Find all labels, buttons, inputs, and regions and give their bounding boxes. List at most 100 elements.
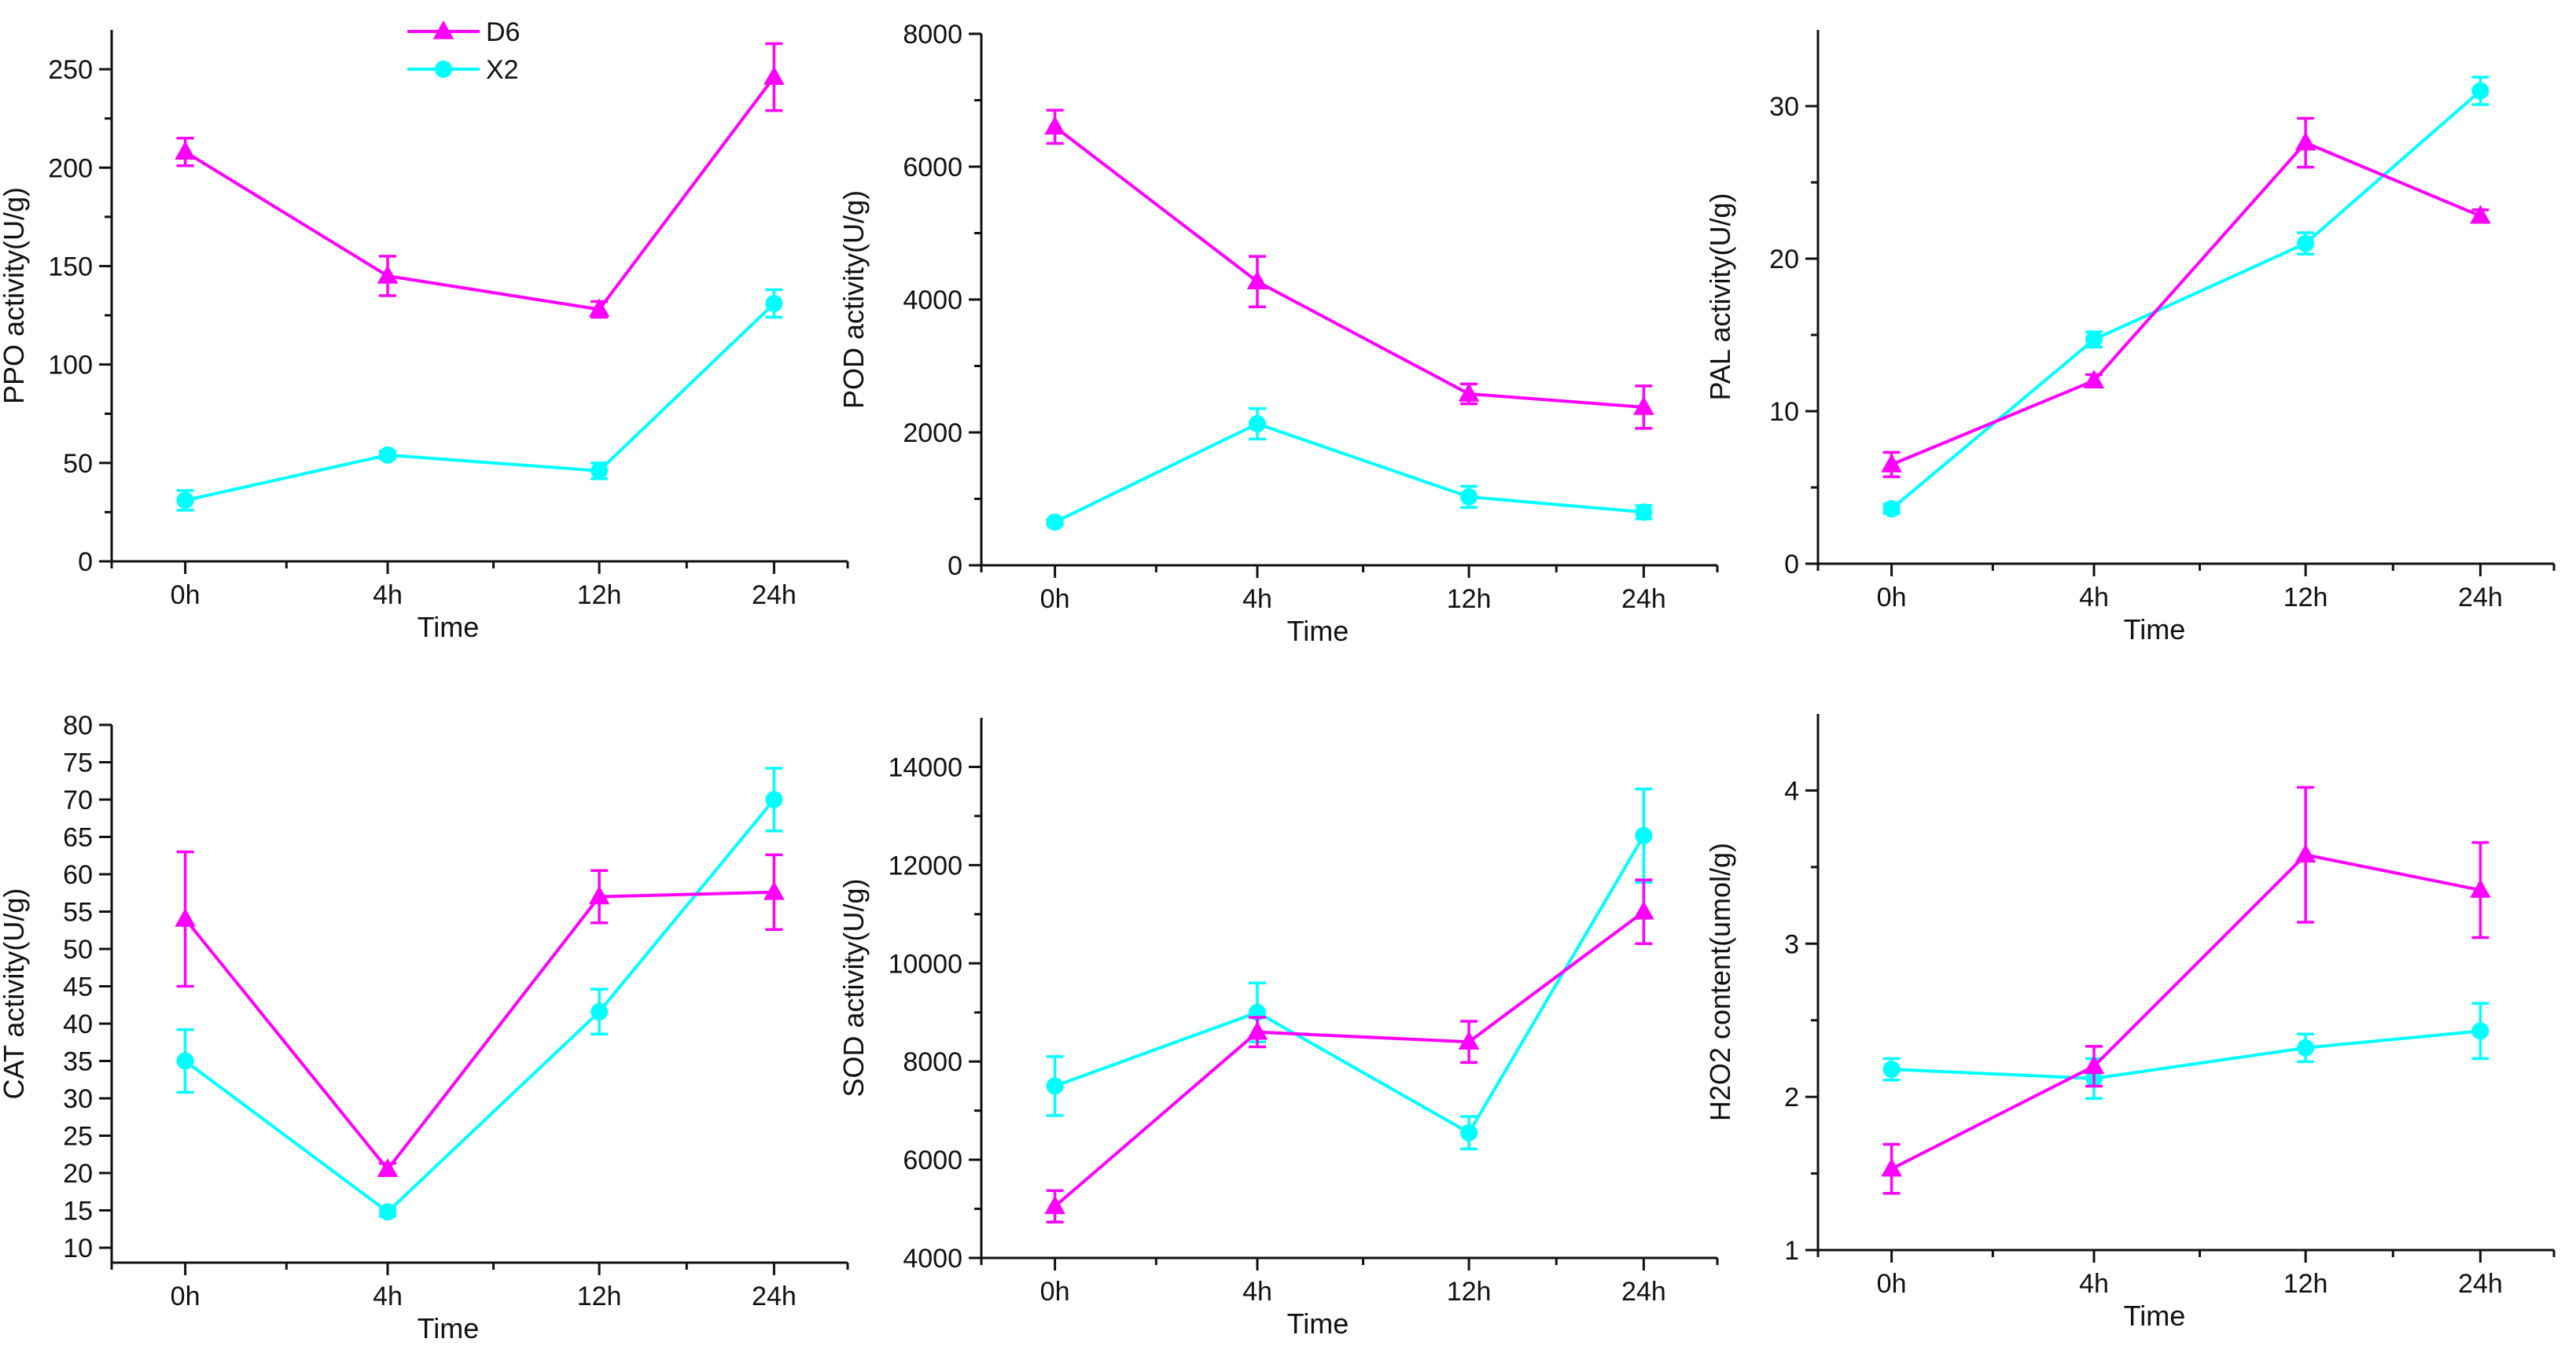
y-tick-label: 2: [1784, 1083, 1799, 1112]
x-tick-label: 12h: [1447, 1277, 1492, 1307]
series-X2: [176, 767, 783, 1221]
series-line-D6: [1890, 853, 2481, 1171]
x-tick-label: 4h: [373, 1282, 403, 1311]
data-point-triangle: [1881, 453, 1902, 473]
y-tick-label: 100: [48, 351, 93, 381]
y-tick-label: 20: [1769, 245, 1799, 274]
x-tick-label: 24h: [752, 1282, 797, 1311]
y-tick-label: 15: [63, 1197, 93, 1226]
data-point-triangle: [1044, 116, 1065, 135]
data-point-circle: [2297, 1039, 2315, 1057]
series-D6: [1044, 108, 1654, 430]
data-point-circle: [2297, 234, 2315, 252]
data-point-triangle: [764, 66, 785, 85]
y-tick-label: 8000: [903, 1047, 962, 1077]
x-axis-title: Time: [1287, 615, 1349, 647]
x-tick-label: 0h: [171, 1282, 201, 1311]
series-line-D6: [1054, 125, 1644, 409]
legend-entry-X2: X2: [407, 55, 519, 85]
x-tick-label: 12h: [2283, 1269, 2328, 1299]
data-point-triangle: [2294, 844, 2317, 863]
legend-label: D6: [486, 17, 520, 47]
y-tick-label: 25: [63, 1122, 93, 1152]
data-point-triangle: [1458, 1031, 1480, 1050]
y-tick-label: 45: [63, 973, 93, 1002]
y-tick-label: 0: [78, 547, 93, 577]
x-tick-label: 12h: [577, 580, 622, 610]
data-point-triangle: [1044, 1195, 1065, 1215]
x-axis-title: Time: [418, 1312, 480, 1344]
x-tick-label: 24h: [2458, 583, 2503, 612]
chart-panel-6: 1 2 3 4 0h 4h 12h 24h Time H2O2 content(umol/g): [1704, 714, 2556, 1332]
x-tick-label: 0h: [171, 580, 201, 610]
data-point-triangle: [2083, 370, 2105, 388]
data-point-triangle: [175, 908, 196, 927]
x-tick-label: 4h: [1242, 584, 1272, 614]
y-tick-label: 20: [63, 1159, 93, 1189]
data-point-circle: [176, 491, 194, 509]
y-tick-label: 12000: [888, 851, 962, 881]
data-point-triangle: [2083, 1055, 2105, 1074]
y-axis-title: CAT activity(U/g): [0, 888, 30, 1100]
x-tick-label: 24h: [752, 580, 797, 610]
x-tick-label: 4h: [2079, 583, 2109, 612]
y-axis-title: PAL activity(U/g): [1704, 193, 1736, 400]
y-tick-label: 10: [1769, 397, 1799, 427]
y-tick-label: 2000: [903, 418, 962, 448]
x-tick-label: 12h: [1447, 584, 1492, 614]
data-point-triangle: [588, 885, 610, 905]
data-point-circle: [379, 446, 396, 464]
y-axis-title: SOD activity(U/g): [837, 878, 870, 1097]
x-axis-title: Time: [2124, 1300, 2186, 1332]
chart-panel-2: 0 2000 4000 6000 8000 0h 4h 12h 24h Time POD activ…: [837, 20, 1719, 647]
data-point-circle: [591, 1002, 609, 1021]
data-point-triangle: [1633, 900, 1654, 920]
chart-panel-4: 10 15 20 25 30 35 40 45 50 55 60 65 70 75 80 0h 4h 12h 24h…: [0, 711, 849, 1344]
data-point-triangle: [2470, 204, 2491, 224]
y-axis-title: PPO activity(U/g): [0, 187, 30, 404]
series-X2: [1882, 75, 2490, 518]
series-D6: [1044, 878, 1654, 1224]
data-point-circle: [2471, 82, 2490, 100]
data-point-circle: [1046, 1077, 1064, 1095]
y-tick-label: 0: [948, 551, 962, 581]
y-axis-title: POD activity(U/g): [837, 190, 870, 409]
y-tick-label: 30: [1769, 92, 1799, 122]
series-line-D6: [1054, 910, 1645, 1208]
series-D6: [1881, 116, 2491, 479]
x-tick-label: 0h: [1040, 584, 1070, 614]
data-point-triangle: [2294, 131, 2317, 151]
series-line-D6: [184, 890, 775, 1172]
y-tick-label: 35: [63, 1047, 93, 1077]
y-tick-label: 50: [63, 449, 93, 479]
y-tick-label: 55: [63, 898, 93, 928]
x-tick-label: 24h: [2458, 1269, 2503, 1299]
x-tick-label: 0h: [1877, 1269, 1907, 1299]
y-tick-label: 0: [1784, 550, 1799, 579]
data-point-circle: [1882, 1061, 1901, 1079]
x-tick-label: 12h: [2283, 583, 2328, 612]
series-D6: [175, 42, 785, 319]
x-tick-label: 12h: [577, 1282, 622, 1311]
x-axis-title: Time: [1287, 1307, 1349, 1340]
series-X2: [1046, 787, 1653, 1151]
data-point-circle: [379, 1203, 396, 1221]
x-tick-label: 24h: [1621, 1277, 1666, 1307]
data-point-circle: [765, 791, 783, 808]
data-point-triangle: [588, 298, 610, 318]
x-tick-label: 4h: [1242, 1277, 1272, 1307]
chart-panel-5: 4000 6000 8000 10000 12000 14000 0h 4h 12h 24h Tim…: [837, 718, 1719, 1340]
y-tick-label: 4000: [903, 285, 962, 315]
data-point-triangle: [1633, 395, 1654, 415]
y-tick-label: 50: [63, 935, 93, 965]
data-point-triangle: [377, 1158, 399, 1178]
legend-entry-D6: D6: [407, 17, 520, 47]
y-tick-label: 250: [48, 55, 93, 85]
series-line-X2: [1891, 1029, 2481, 1080]
chart-panel-1: 0 50 100 150 200 250 0h 4h 12h 24h Time PPO activit…: [0, 30, 849, 643]
y-tick-label: 4: [1784, 776, 1799, 806]
y-tick-label: 8000: [903, 20, 962, 50]
data-point-circle: [176, 1052, 194, 1070]
data-point-triangle: [1246, 1021, 1268, 1040]
